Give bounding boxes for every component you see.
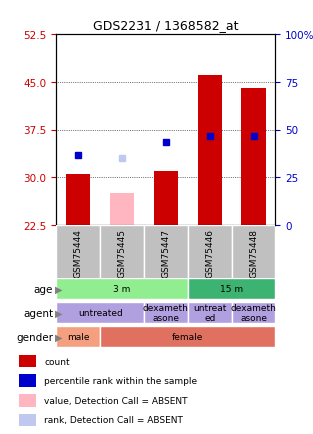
Text: dexameth
asone: dexameth asone xyxy=(143,303,189,322)
Text: untreat
ed: untreat ed xyxy=(193,303,226,322)
FancyBboxPatch shape xyxy=(144,302,188,323)
Bar xyxy=(18,355,36,368)
Bar xyxy=(66,175,90,226)
Text: dexameth
asone: dexameth asone xyxy=(231,303,276,322)
Text: GSM75444: GSM75444 xyxy=(74,228,83,277)
Text: male: male xyxy=(67,332,90,341)
Bar xyxy=(241,89,265,226)
Text: count: count xyxy=(44,357,70,366)
FancyBboxPatch shape xyxy=(232,302,275,323)
Text: ▶: ▶ xyxy=(55,284,62,294)
Text: rank, Detection Call = ABSENT: rank, Detection Call = ABSENT xyxy=(44,415,183,424)
Text: GSM75445: GSM75445 xyxy=(118,228,126,277)
FancyBboxPatch shape xyxy=(144,226,188,280)
Bar xyxy=(18,414,36,426)
FancyBboxPatch shape xyxy=(56,326,100,347)
Text: untreated: untreated xyxy=(78,309,122,317)
Text: ▶: ▶ xyxy=(55,332,62,342)
FancyBboxPatch shape xyxy=(188,302,232,323)
Text: GSM75446: GSM75446 xyxy=(205,228,214,277)
FancyBboxPatch shape xyxy=(188,226,232,280)
FancyBboxPatch shape xyxy=(100,226,144,280)
FancyBboxPatch shape xyxy=(56,279,188,299)
Bar xyxy=(154,171,178,226)
Text: 15 m: 15 m xyxy=(220,285,243,293)
Text: age: age xyxy=(34,284,53,294)
FancyBboxPatch shape xyxy=(100,326,275,347)
Title: GDS2231 / 1368582_at: GDS2231 / 1368582_at xyxy=(93,19,239,32)
Text: ▶: ▶ xyxy=(55,308,62,318)
Bar xyxy=(110,194,134,226)
Text: female: female xyxy=(172,332,203,341)
Text: GSM75448: GSM75448 xyxy=(249,228,258,277)
Bar xyxy=(18,394,36,407)
Bar xyxy=(18,375,36,387)
Bar xyxy=(198,76,222,226)
Text: agent: agent xyxy=(23,308,53,318)
Text: value, Detection Call = ABSENT: value, Detection Call = ABSENT xyxy=(44,396,188,405)
Text: gender: gender xyxy=(16,332,53,342)
Text: percentile rank within the sample: percentile rank within the sample xyxy=(44,376,198,385)
Text: 3 m: 3 m xyxy=(113,285,131,293)
FancyBboxPatch shape xyxy=(56,226,100,280)
FancyBboxPatch shape xyxy=(56,302,144,323)
FancyBboxPatch shape xyxy=(188,279,275,299)
Text: GSM75447: GSM75447 xyxy=(162,228,170,277)
FancyBboxPatch shape xyxy=(232,226,275,280)
